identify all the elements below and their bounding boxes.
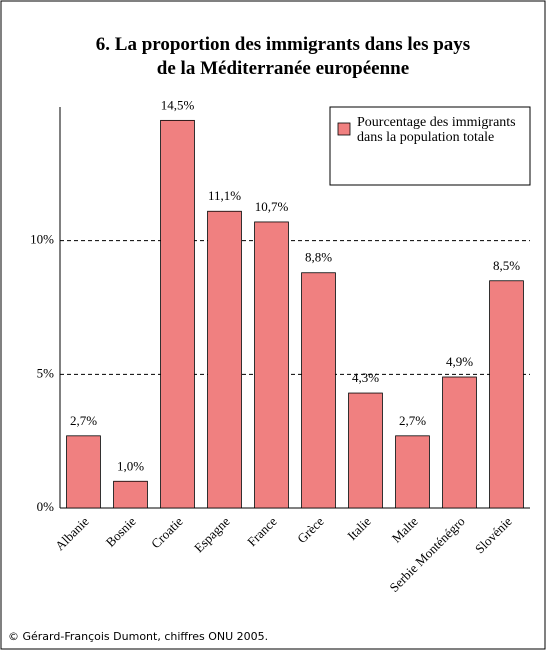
bar: [442, 376, 477, 509]
source: © Gérard-François Dumont, chiffres ONU 2…: [8, 630, 268, 643]
legend: Pourcentage des immigrants dans la popul…: [357, 115, 516, 145]
data-label: 8,8%: [305, 250, 332, 265]
chart-title: 6. La proportion des immigrants dans les…: [96, 34, 470, 79]
data-label: 4,3%: [352, 370, 379, 385]
bar: [395, 435, 430, 509]
bar: [113, 480, 148, 509]
y-tick-label: 0%: [37, 499, 55, 514]
data-label: 2,7%: [399, 413, 426, 428]
bar: [66, 435, 101, 509]
data-label: 1,0%: [117, 458, 144, 473]
legend-box: [329, 106, 531, 186]
data-label: 2,7%: [70, 413, 97, 428]
bar: [254, 221, 289, 509]
bar: [301, 272, 336, 509]
legend-swatch: [337, 122, 351, 136]
data-label: 10,7%: [255, 199, 289, 214]
data-label: 14,5%: [161, 97, 195, 112]
data-label: 8,5%: [493, 258, 520, 273]
bar: [207, 210, 242, 509]
legend-label: Pourcentage des immigrants dans la popul…: [357, 115, 516, 145]
data-label: 4,9%: [446, 354, 473, 369]
bar: [348, 392, 383, 509]
bar: [160, 119, 195, 509]
y-tick-label: 10%: [30, 232, 54, 247]
y-tick-label: 5%: [37, 365, 55, 380]
bar: [489, 280, 524, 509]
data-label: 11,1%: [208, 188, 241, 203]
